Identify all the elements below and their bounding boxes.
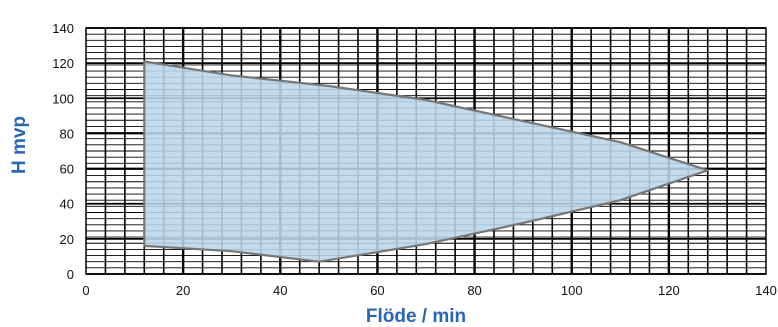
y-axis-ticks: 0 20 40 60 80 100 120 140	[52, 21, 74, 282]
x-tick-label: 20	[176, 283, 190, 298]
x-tick-label: 60	[370, 283, 384, 298]
x-tick-label: 120	[658, 283, 680, 298]
y-tick-label: 120	[52, 56, 74, 71]
y-tick-label: 20	[60, 232, 74, 247]
y-tick-label: 60	[60, 162, 74, 177]
y-tick-label: 0	[67, 267, 74, 282]
x-tick-label: 100	[561, 283, 583, 298]
y-tick-label: 40	[60, 197, 74, 212]
y-tick-label: 140	[52, 21, 74, 36]
x-tick-label: 80	[467, 283, 481, 298]
y-axis-title: H mvp	[9, 116, 30, 174]
x-tick-label: 0	[82, 283, 89, 298]
y-tick-label: 100	[52, 91, 74, 106]
operating-region-area	[143, 60, 709, 263]
y-tick-label: 80	[60, 126, 74, 141]
x-axis-title: Flöde / min	[366, 306, 466, 327]
x-tick-label: 40	[273, 283, 287, 298]
x-tick-label: 140	[755, 283, 777, 298]
x-axis-ticks: 0 20 40 60 80 100 120 140	[82, 283, 776, 298]
